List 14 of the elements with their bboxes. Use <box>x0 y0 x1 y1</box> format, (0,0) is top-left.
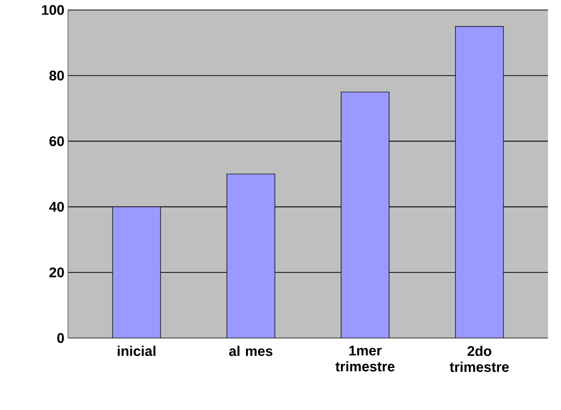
bar <box>455 26 504 338</box>
y-tick-label: 100 <box>42 5 64 15</box>
x-tick-label: al mes <box>229 346 272 356</box>
y-tick-label: 40 <box>49 202 64 212</box>
y-tick-label: 60 <box>49 136 64 146</box>
y-tick-label: 20 <box>49 267 64 278</box>
bar <box>340 92 390 338</box>
x-tick-label: inicial <box>118 346 156 356</box>
y-tick-label: 0 <box>57 333 64 343</box>
y-tick-label: 80 <box>49 70 64 81</box>
x-tick-label: 2do trimestre <box>450 346 509 372</box>
bar <box>226 174 276 338</box>
x-tick-label: 1mer trimestre <box>335 346 395 372</box>
bar <box>112 206 161 338</box>
